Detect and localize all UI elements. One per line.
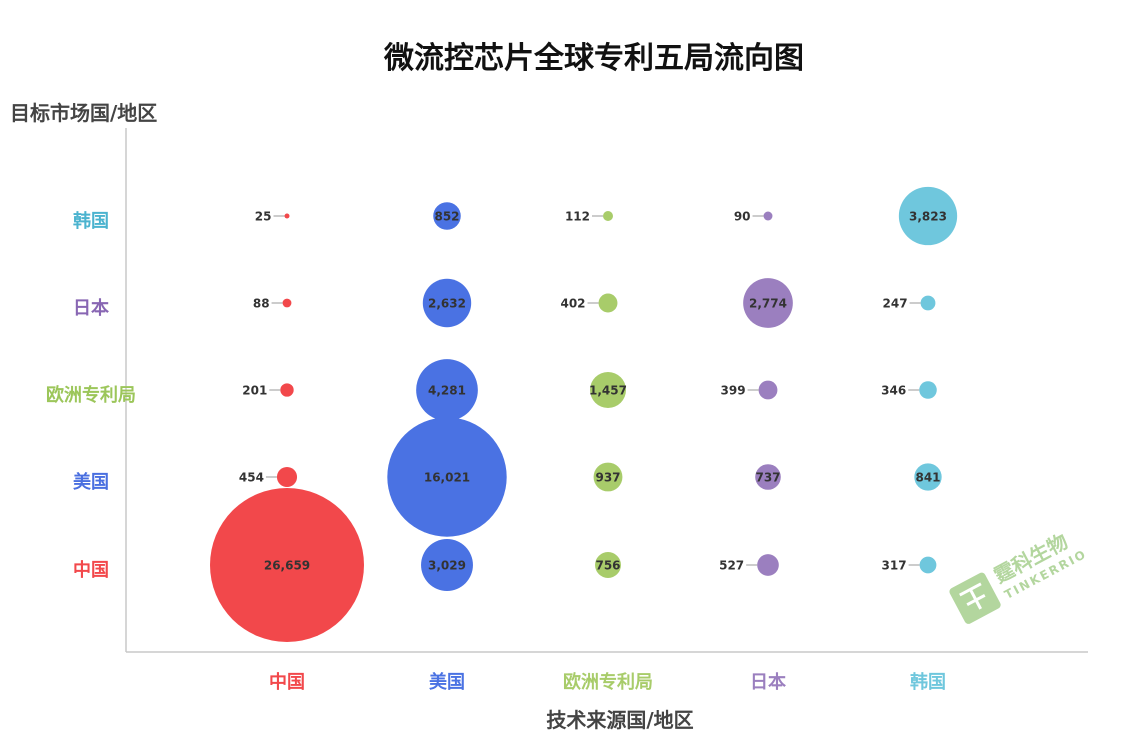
bubble-layer: 25 852 112 90 3,823 88 2,632 402 2,774 247 201 4,28… [210, 186, 958, 642]
x-tick-label: 韩国 [910, 671, 946, 693]
bubble [757, 554, 779, 576]
bubble [755, 464, 781, 490]
bubble-value-label: 841 [915, 471, 940, 485]
bubble-value-label: 16,021 [424, 471, 470, 485]
bubble-value-label: 1,457 [589, 384, 627, 398]
bubble [898, 186, 958, 246]
bubble-value-label: 2,774 [749, 297, 787, 311]
x-tick-label: 中国 [269, 671, 305, 693]
bubble [603, 211, 613, 221]
bubble-value-label: 346 [881, 384, 906, 398]
bubble [763, 211, 773, 221]
bubble-value-label: 317 [882, 559, 907, 573]
bubble [422, 278, 472, 328]
bubble [421, 539, 473, 591]
bubble [416, 359, 478, 421]
bubble-value-label: 247 [883, 297, 908, 311]
bubble [433, 202, 461, 230]
bubble-value-label: 3,823 [909, 210, 947, 224]
bubble-value-label: 88 [253, 297, 270, 311]
bubble [210, 488, 364, 642]
bubble [743, 278, 793, 328]
bubble-value-label: 4,281 [428, 384, 466, 398]
bubble [589, 371, 627, 409]
x-tick-labels: 中国 美国 欧洲专利局 日本 韩国 [269, 671, 946, 693]
bubble-value-label: 756 [595, 559, 620, 573]
bubble [595, 552, 621, 578]
bubble-value-label: 737 [755, 471, 780, 485]
bubble-value-label: 937 [595, 471, 620, 485]
y-tick-label: 欧洲专利局 [46, 384, 136, 406]
bubble [276, 466, 298, 488]
bubble [758, 380, 778, 400]
bubble [598, 293, 618, 313]
bubble [919, 556, 937, 574]
x-tick-label: 欧洲专利局 [563, 671, 653, 693]
y-tick-label: 中国 [73, 559, 109, 581]
bubble [920, 295, 936, 311]
bubble-value-label: 26,659 [264, 559, 310, 573]
bubble [593, 462, 623, 492]
watermark-logo: 霆科生物 TINKERRIO [949, 529, 1089, 624]
bubble-value-label: 527 [719, 559, 744, 573]
bubble [280, 383, 294, 397]
x-tick-label: 美国 [429, 671, 465, 693]
y-tick-label: 美国 [73, 471, 109, 493]
bubble-value-label: 201 [242, 384, 267, 398]
bubble-value-label: 25 [255, 210, 272, 224]
bubble-value-label: 402 [560, 297, 585, 311]
bubble [914, 463, 942, 491]
bubble-value-label: 2,632 [428, 297, 466, 311]
bubble-value-label: 454 [239, 471, 264, 485]
y-axis-title: 目标市场国/地区 [10, 101, 157, 125]
x-axis-title: 技术来源国/地区 [546, 708, 693, 732]
y-tick-label: 韩国 [73, 210, 109, 232]
chart-title: 微流控芯片全球专利五局流向图 [383, 41, 804, 76]
x-tick-label: 日本 [750, 671, 786, 693]
bubble-value-label: 3,029 [428, 559, 466, 573]
bubble [919, 381, 937, 399]
bubble [282, 298, 292, 308]
bubble-value-label: 112 [565, 210, 590, 224]
bubble-value-label: 399 [721, 384, 746, 398]
bubble-value-label: 90 [734, 210, 751, 224]
bubble [284, 213, 290, 219]
y-tick-label: 日本 [73, 297, 109, 319]
bubble-value-label: 852 [434, 210, 459, 224]
bubble [387, 417, 507, 537]
